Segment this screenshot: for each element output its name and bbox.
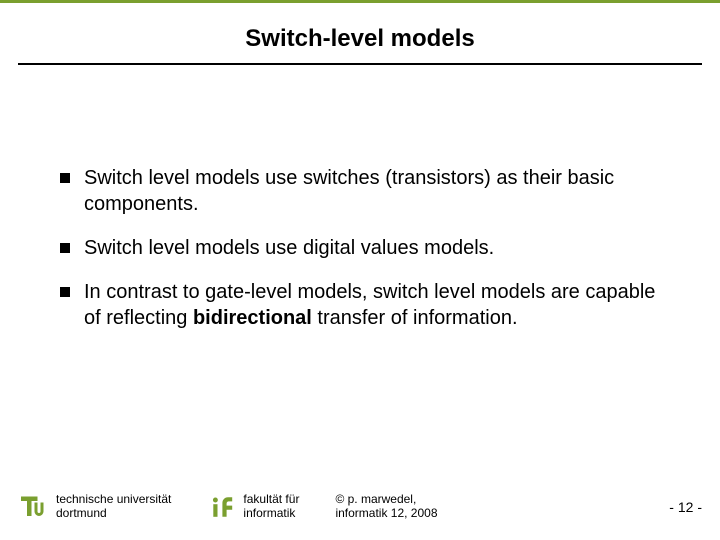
faculty-line1: fakultät für <box>243 493 299 507</box>
copyright-line2: informatik 12, 2008 <box>335 507 437 521</box>
copyright: © p. marwedel, informatik 12, 2008 <box>335 493 437 521</box>
title-area: Switch-level models <box>18 3 702 65</box>
slide: Switch-level models Switch level models … <box>0 0 720 540</box>
faculty-line2: informatik <box>243 507 299 521</box>
page-prefix: - <box>669 499 678 515</box>
footer: technische universität dortmund fakultät… <box>0 484 720 530</box>
page-suffix: - <box>693 499 702 515</box>
bullet-marker-icon <box>60 287 70 297</box>
bullet-bold: bidirectional <box>193 307 312 329</box>
fi-logo-icon <box>207 493 235 521</box>
bullet-marker-icon <box>60 243 70 253</box>
page-num: 12 <box>678 499 694 515</box>
copyright-text1: p. marwedel, <box>344 492 416 506</box>
faculty-name: fakultät für informatik <box>243 493 299 521</box>
bullet-item: Switch level models use switches (transi… <box>60 165 660 217</box>
bullet-item: Switch level models use digital values m… <box>60 235 660 261</box>
page-number: - 12 - <box>669 499 702 515</box>
bullet-item: In contrast to gate-level models, switch… <box>60 279 660 331</box>
bullet-marker-icon <box>60 173 70 183</box>
copyright-line1: © p. marwedel, <box>335 493 437 507</box>
body-area: Switch level models use switches (transi… <box>0 65 720 331</box>
university-line1: technische universität <box>56 493 171 507</box>
university-line2: dortmund <box>56 507 171 521</box>
bullet-text: Switch level models use digital values m… <box>84 235 660 261</box>
bullet-text: In contrast to gate-level models, switch… <box>84 279 660 331</box>
copyright-symbol: © <box>335 492 344 506</box>
tu-logo-icon <box>18 492 48 522</box>
bullet-post: transfer of information. <box>312 307 518 329</box>
slide-title: Switch-level models <box>58 25 662 53</box>
bullet-text: Switch level models use switches (transi… <box>84 165 660 217</box>
university-name: technische universität dortmund <box>56 493 171 521</box>
